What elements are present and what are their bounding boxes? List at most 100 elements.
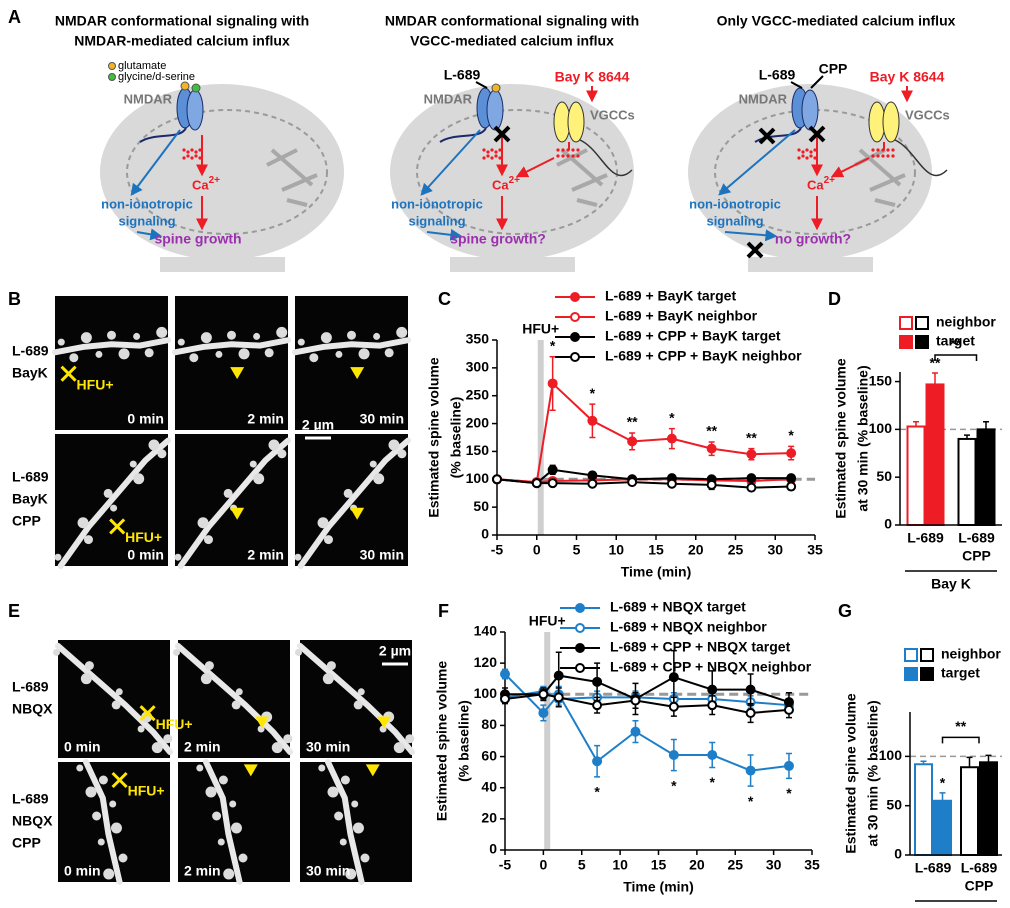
- data-point: [587, 478, 598, 489]
- y-tick-label: 100: [879, 747, 903, 763]
- row-label: CPP: [12, 513, 41, 529]
- spine: [317, 517, 329, 529]
- dendrite: [177, 437, 291, 569]
- scale-label: 2 µm: [302, 417, 334, 433]
- spine-base: [450, 257, 575, 272]
- data-point: [706, 443, 717, 454]
- agonist-label: glutamate: [118, 60, 166, 72]
- nmdar-label: NMDAR: [739, 91, 788, 106]
- spine: [253, 332, 261, 340]
- spine: [360, 853, 370, 863]
- inner-compartment: [126, 109, 328, 235]
- error-bar: [966, 756, 973, 768]
- y-tick-label: 20: [481, 810, 497, 826]
- data-point: [531, 478, 542, 489]
- significance: **: [930, 355, 941, 371]
- time-label: 30 min: [306, 739, 350, 755]
- y-tick-label: 0: [481, 526, 489, 542]
- legend-swatch: [915, 316, 929, 330]
- calcium-ion: [486, 154, 490, 158]
- spine: [358, 348, 370, 360]
- x-tick-label: L-689: [907, 530, 944, 546]
- spine: [294, 648, 302, 656]
- spine: [388, 439, 400, 451]
- significance: *: [748, 793, 754, 809]
- calcium-ion: [498, 156, 502, 160]
- spine: [249, 460, 257, 468]
- row-label: NBQX: [12, 701, 53, 717]
- calcium-ion: [566, 154, 570, 158]
- spine: [357, 688, 365, 696]
- calcium-ion: [876, 154, 880, 158]
- spine: [351, 800, 359, 808]
- spine: [54, 553, 62, 561]
- signaling-label: signaling: [408, 213, 465, 228]
- x-tick-label: 25: [728, 542, 744, 558]
- x-tick-label: 10: [612, 857, 628, 873]
- activator-label: Bay K 8644: [555, 69, 630, 85]
- spine: [353, 700, 363, 710]
- calcium-ion: [182, 148, 186, 152]
- spine-base: [748, 257, 873, 272]
- error-bar: [985, 754, 992, 763]
- spine: [157, 449, 167, 459]
- time-label: 0 min: [64, 739, 101, 755]
- legend-label: L-689 + CPP + NBQX neighbor: [610, 659, 812, 675]
- x-tick-label: CPP: [965, 878, 994, 894]
- y-tick-label: 250: [466, 386, 490, 402]
- spine: [347, 330, 356, 340]
- calcium-ion: [886, 148, 890, 152]
- block-stroke: [111, 771, 128, 789]
- spine: [110, 822, 122, 834]
- data-point: [553, 692, 564, 703]
- data-point: [547, 378, 558, 389]
- data-point: [745, 684, 756, 695]
- legend-swatch: [899, 316, 913, 330]
- panel-letter: G: [838, 601, 852, 621]
- stimulus-band: [537, 340, 544, 535]
- arrowhead: [243, 764, 258, 777]
- panel-letter: D: [828, 289, 841, 309]
- spine: [84, 661, 94, 671]
- legend-label: L-689 + NBQX target: [610, 599, 746, 615]
- signaling-label: signaling: [706, 213, 763, 228]
- data-point: [553, 670, 564, 681]
- spine: [133, 473, 145, 485]
- calcium-arrow: [830, 157, 870, 178]
- block-stroke: [758, 127, 776, 145]
- arrowhead: [365, 764, 380, 777]
- bracket-label: **: [950, 336, 961, 352]
- spine: [156, 326, 168, 338]
- spine: [200, 332, 212, 344]
- spine: [107, 330, 116, 340]
- data-point: [500, 693, 510, 704]
- x-tick-label: 35: [804, 857, 820, 873]
- y-tick-label: 0: [489, 841, 497, 857]
- x-axis-label: Time (min): [621, 564, 692, 580]
- signaling-label: signaling: [118, 213, 175, 228]
- spine-base: [160, 257, 285, 272]
- cytoskeleton: [556, 148, 588, 167]
- x-axis-label: Time (min): [623, 879, 694, 895]
- spine: [369, 460, 377, 468]
- calcium-ion: [881, 154, 885, 158]
- calcium-ion: [576, 148, 580, 152]
- x-tick-label: L-689: [958, 530, 995, 546]
- spine: [339, 838, 347, 846]
- glutamate: [180, 81, 190, 91]
- spine: [334, 811, 344, 821]
- dendrite: [52, 337, 171, 356]
- outcome-label: spine growth?: [450, 231, 546, 247]
- arrowhead: [230, 367, 245, 380]
- data-point: [630, 726, 641, 737]
- y-tick-label: 50: [876, 468, 892, 484]
- spine: [320, 332, 332, 344]
- panel-letter: B: [8, 289, 21, 309]
- legend-label: L-689 + BayK target: [605, 288, 736, 304]
- row-label: BayK: [12, 365, 48, 381]
- x-tick-label: 15: [651, 857, 667, 873]
- calcium-ion: [871, 154, 875, 158]
- x-tick-label: 15: [648, 542, 664, 558]
- cytoskeleton: [874, 198, 896, 207]
- significance: **: [746, 429, 757, 445]
